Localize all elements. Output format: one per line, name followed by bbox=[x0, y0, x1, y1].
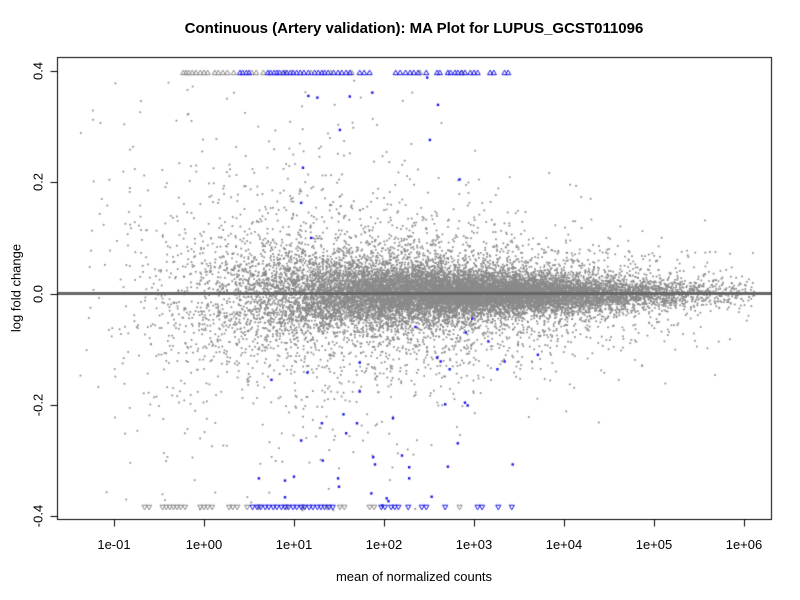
x-tick-label: 1e+02 bbox=[365, 537, 403, 552]
plot-title: Continuous (Artery validation): MA Plot … bbox=[184, 20, 644, 37]
x-tick-label: 1e+05 bbox=[635, 537, 673, 552]
y-tick-label: -0.2 bbox=[30, 393, 46, 417]
x-tick-label: 1e+06 bbox=[725, 537, 763, 552]
y-axis-title: log fold change bbox=[8, 243, 24, 333]
y-tick-label: 0.4 bbox=[30, 61, 46, 80]
x-tick-label: 1e+03 bbox=[455, 537, 493, 552]
x-tick-label: 1e+00 bbox=[185, 537, 223, 552]
x-tick-label: 1e-01 bbox=[97, 537, 131, 552]
y-tick-label: 0.2 bbox=[30, 173, 46, 192]
x-tick-label: 1e+01 bbox=[275, 537, 313, 552]
y-tick-label: -0.4 bbox=[30, 505, 46, 528]
y-tick-label: 0.0 bbox=[30, 284, 46, 303]
x-tick-label: 1e+04 bbox=[545, 537, 583, 552]
x-axis-title: mean of normalized counts bbox=[335, 569, 493, 584]
